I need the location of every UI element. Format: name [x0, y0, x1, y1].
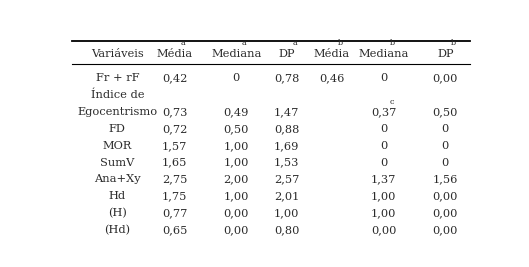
- Text: 1,57: 1,57: [162, 141, 187, 151]
- Text: a: a: [292, 39, 297, 47]
- Text: Variáveis: Variáveis: [91, 49, 144, 59]
- Text: 0: 0: [380, 124, 387, 134]
- Text: 1,00: 1,00: [371, 191, 397, 201]
- Text: 0,73: 0,73: [162, 107, 187, 117]
- Text: 1,00: 1,00: [224, 191, 249, 201]
- Text: DP: DP: [437, 49, 453, 59]
- Text: Fr + rF: Fr + rF: [96, 73, 139, 83]
- Text: (H): (H): [108, 208, 127, 218]
- Text: Egocentrismo: Egocentrismo: [77, 107, 158, 117]
- Text: 0: 0: [442, 158, 449, 168]
- Text: 2,57: 2,57: [274, 174, 299, 184]
- Text: 0,00: 0,00: [224, 208, 249, 218]
- Text: Mediana: Mediana: [211, 49, 261, 59]
- Text: 2,00: 2,00: [224, 174, 249, 184]
- Text: 0,42: 0,42: [162, 73, 187, 83]
- Text: c: c: [389, 99, 394, 107]
- Text: b: b: [338, 39, 342, 47]
- Text: 0: 0: [380, 73, 387, 83]
- Text: 2,75: 2,75: [162, 174, 187, 184]
- Text: 0,00: 0,00: [433, 208, 458, 218]
- Text: 0,00: 0,00: [371, 225, 397, 235]
- Text: 1,75: 1,75: [162, 191, 187, 201]
- Text: b: b: [451, 39, 456, 47]
- Text: 1,47: 1,47: [274, 107, 299, 117]
- Text: 0,46: 0,46: [319, 73, 344, 83]
- Text: Média: Média: [157, 49, 193, 59]
- Text: FD: FD: [109, 124, 126, 134]
- Text: 0,65: 0,65: [162, 225, 187, 235]
- Text: 1,53: 1,53: [274, 158, 299, 168]
- Text: 1,69: 1,69: [274, 141, 299, 151]
- Text: 0,00: 0,00: [224, 225, 249, 235]
- Text: 0,50: 0,50: [224, 124, 249, 134]
- Text: 0,72: 0,72: [162, 124, 187, 134]
- Text: Mediana: Mediana: [359, 49, 409, 59]
- Text: Hd: Hd: [109, 191, 126, 201]
- Text: 0,49: 0,49: [224, 107, 249, 117]
- Text: 1,00: 1,00: [224, 158, 249, 168]
- Text: 0: 0: [233, 73, 240, 83]
- Text: 0,88: 0,88: [274, 124, 299, 134]
- Text: 0: 0: [442, 141, 449, 151]
- Text: 0,00: 0,00: [433, 225, 458, 235]
- Text: 1,56: 1,56: [433, 174, 458, 184]
- Text: 0: 0: [442, 124, 449, 134]
- Text: 1,37: 1,37: [371, 174, 397, 184]
- Text: 0: 0: [380, 141, 387, 151]
- Text: MOR: MOR: [103, 141, 132, 151]
- Text: DP: DP: [278, 49, 295, 59]
- Text: 0,00: 0,00: [433, 73, 458, 83]
- Text: Média: Média: [314, 49, 350, 59]
- Text: Índice de: Índice de: [90, 90, 144, 100]
- Text: 0,00: 0,00: [433, 191, 458, 201]
- Text: a: a: [242, 39, 247, 47]
- Text: b: b: [389, 39, 395, 47]
- Text: 2,01: 2,01: [274, 191, 299, 201]
- Text: 1,65: 1,65: [162, 158, 187, 168]
- Text: a: a: [180, 39, 185, 47]
- Text: 1,00: 1,00: [371, 208, 397, 218]
- Text: 1,00: 1,00: [224, 141, 249, 151]
- Text: 0,77: 0,77: [162, 208, 187, 218]
- Text: SumV: SumV: [100, 158, 134, 168]
- Text: 0,50: 0,50: [433, 107, 458, 117]
- Text: 0,80: 0,80: [274, 225, 299, 235]
- Text: (Hd): (Hd): [104, 225, 131, 235]
- Text: 0,78: 0,78: [274, 73, 299, 83]
- Text: 0: 0: [380, 158, 387, 168]
- Text: 0,37: 0,37: [371, 107, 397, 117]
- Text: 1,00: 1,00: [274, 208, 299, 218]
- Text: Ana+Xy: Ana+Xy: [94, 174, 141, 184]
